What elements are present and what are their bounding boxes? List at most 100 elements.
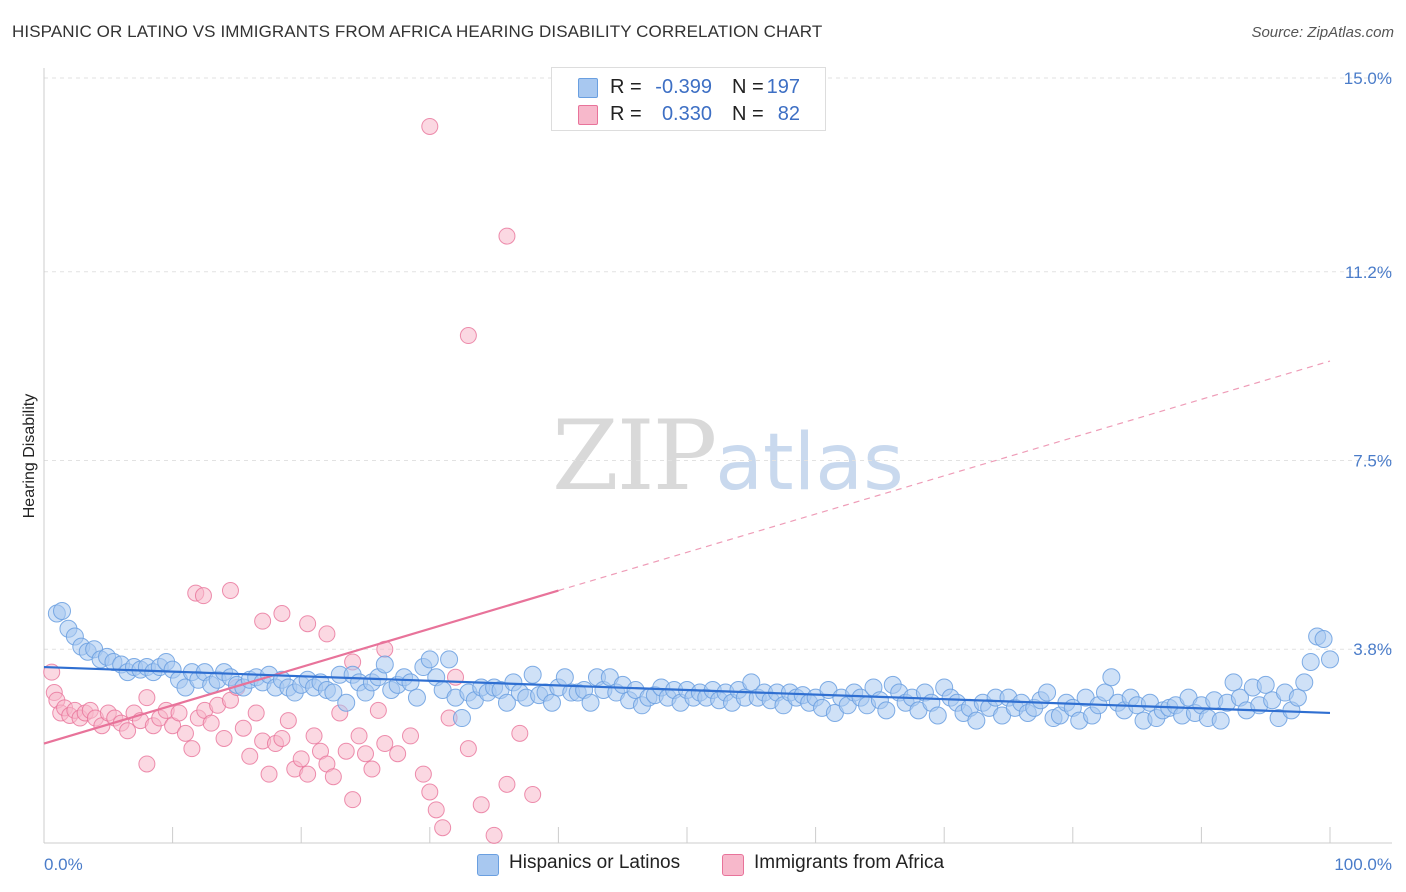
- data-point-africa: [299, 765, 317, 783]
- legend-r-label: R =: [610, 76, 642, 98]
- legend-row-africa: R = 0.330 N = 82: [552, 101, 825, 127]
- y-tick-label: 7.5%: [1353, 452, 1392, 471]
- legend-n-value: 197: [766, 76, 800, 98]
- data-point-hispanic: [877, 701, 896, 720]
- data-point-africa: [194, 587, 212, 605]
- y-axis-label: Hearing Disability: [21, 394, 38, 519]
- data-point-africa: [389, 745, 407, 763]
- trend-lines: [558, 360, 1331, 592]
- data-point-hispanic: [1224, 673, 1243, 692]
- data-point-hispanic: [1314, 630, 1333, 648]
- data-point-africa: [524, 786, 542, 804]
- watermark-atlas: atlas: [715, 418, 904, 508]
- data-point-africa: [119, 722, 137, 740]
- data-point-hispanic: [497, 693, 516, 712]
- data-point-africa: [247, 704, 265, 722]
- data-point-africa: [183, 740, 201, 758]
- legend-n-value: 82: [777, 103, 800, 125]
- data-point-africa: [138, 689, 156, 707]
- data-point-africa: [138, 755, 156, 773]
- data-point-hispanic: [1301, 652, 1320, 671]
- legend-swatch-pink: [722, 854, 744, 876]
- data-point-africa: [402, 727, 420, 745]
- legend-swatch-blue: [477, 854, 499, 876]
- data-point-hispanic: [1102, 668, 1121, 687]
- data-point-africa: [434, 819, 452, 837]
- data-point-africa: [376, 735, 394, 753]
- data-point-hispanic: [523, 665, 542, 684]
- legend-label: Hispanics or Latinos: [509, 852, 681, 873]
- data-point-africa: [472, 796, 490, 814]
- data-point-hispanic: [401, 673, 420, 692]
- data-point-africa: [279, 712, 297, 730]
- legend-n-label: N =: [732, 103, 764, 125]
- data-point-africa: [414, 765, 432, 783]
- data-point-hispanic: [1256, 675, 1275, 694]
- data-point-africa: [369, 701, 387, 719]
- y-tick-label: 11.2%: [1345, 263, 1392, 282]
- legend-row-hispanics: R = -0.399 N = 197: [552, 74, 825, 100]
- data-point-hispanic: [53, 601, 72, 620]
- data-point-africa: [254, 612, 272, 630]
- correlation-legend: R = -0.399 N = 197 R = 0.330 N = 82: [551, 67, 826, 131]
- data-point-hispanic: [1095, 683, 1114, 702]
- data-point-africa: [421, 783, 439, 801]
- data-point-hispanic: [420, 650, 439, 669]
- data-point-africa: [459, 740, 477, 758]
- data-point-hispanic: [555, 668, 574, 687]
- legend-label: Immigrants from Africa: [754, 852, 945, 873]
- data-point-africa: [318, 625, 336, 643]
- data-point-hispanic: [742, 673, 761, 692]
- data-point-hispanic: [407, 688, 426, 707]
- series-legend: Hispanics or Latinos Immigrants from Afr…: [0, 852, 1406, 878]
- data-point-hispanic: [1038, 683, 1057, 702]
- watermark: ZIPatlas: [552, 400, 904, 512]
- legend-n-label: N =: [732, 76, 764, 98]
- data-point-africa: [498, 775, 516, 793]
- data-point-africa: [170, 704, 188, 722]
- data-point-africa: [344, 791, 362, 809]
- source-credit: Source: ZipAtlas.com: [1251, 24, 1394, 41]
- y-tick-label: 3.8%: [1353, 640, 1392, 659]
- data-point-hispanic: [452, 709, 471, 728]
- data-point-africa: [176, 724, 194, 742]
- data-point-hispanic: [337, 693, 356, 712]
- grid-lines: [44, 77, 1392, 650]
- data-point-africa: [215, 729, 233, 747]
- data-point-africa: [241, 747, 259, 765]
- watermark-zip: ZIP: [552, 400, 717, 512]
- data-point-africa: [459, 327, 477, 345]
- legend-r-value: 0.330: [661, 103, 712, 125]
- legend-swatch-blue: [578, 78, 598, 98]
- data-point-africa: [357, 745, 374, 763]
- points-hispanics-or-latinos: [43, 589, 1339, 745]
- legend-swatch-pink: [578, 105, 598, 125]
- data-point-africa: [427, 801, 445, 819]
- tick-labels: 3.8% 7.5% 11.2% 15.0% 0.0% 100.0%: [44, 69, 1392, 874]
- data-point-africa: [234, 719, 252, 737]
- data-point-africa: [273, 729, 291, 747]
- trend-line-africa: [43, 589, 559, 745]
- data-point-africa: [221, 582, 239, 600]
- data-point-africa: [421, 117, 439, 135]
- data-point-africa: [337, 742, 355, 760]
- legend-r-value: -0.399: [655, 76, 712, 98]
- trend-line-africa-extended: [558, 360, 1331, 592]
- points-immigrants-from-africa: [43, 117, 542, 844]
- x-tick-label: 0.0%: [44, 855, 83, 874]
- data-point-africa: [324, 768, 342, 786]
- data-point-hispanic: [375, 655, 394, 674]
- data-point-africa: [511, 724, 529, 742]
- data-point-africa: [273, 605, 291, 622]
- data-point-hispanic: [581, 693, 600, 712]
- data-point-hispanic: [542, 693, 561, 712]
- data-point-africa: [292, 750, 310, 768]
- data-point-hispanic: [967, 711, 986, 730]
- data-point-hispanic: [928, 706, 947, 725]
- legend-r-label: R =: [610, 103, 642, 125]
- data-point-africa: [350, 727, 368, 745]
- data-point-hispanic: [440, 650, 459, 669]
- data-point-hispanic: [1288, 688, 1307, 707]
- data-point-hispanic: [1211, 711, 1230, 730]
